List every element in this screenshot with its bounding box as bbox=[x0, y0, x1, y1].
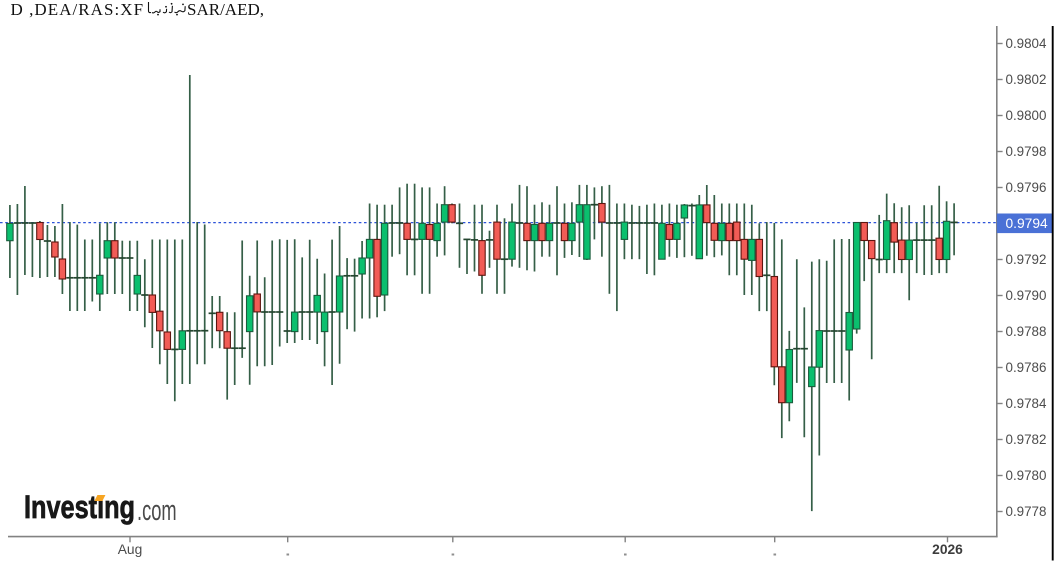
svg-text:0.9786: 0.9786 bbox=[1006, 360, 1047, 375]
svg-text:0.9792: 0.9792 bbox=[1006, 252, 1047, 267]
svg-text:0.9798: 0.9798 bbox=[1006, 144, 1047, 159]
svg-text:2026: 2026 bbox=[932, 542, 963, 557]
svg-text:0.9790: 0.9790 bbox=[1006, 288, 1047, 303]
svg-text:0.9778: 0.9778 bbox=[1006, 504, 1047, 519]
svg-text:0.9796: 0.9796 bbox=[1006, 180, 1047, 195]
svg-text:0.9794: 0.9794 bbox=[1006, 216, 1049, 231]
svg-text:0.9784: 0.9784 bbox=[1006, 396, 1048, 411]
svg-text:0.9780: 0.9780 bbox=[1006, 468, 1047, 483]
svg-text:0.9788: 0.9788 bbox=[1006, 324, 1047, 339]
svg-text:0.9802: 0.9802 bbox=[1006, 72, 1047, 87]
svg-text:0.9800: 0.9800 bbox=[1006, 108, 1047, 123]
svg-text:0.9782: 0.9782 bbox=[1006, 432, 1047, 447]
svg-text:0.9804: 0.9804 bbox=[1006, 36, 1048, 51]
svg-text:Aug: Aug bbox=[118, 542, 143, 557]
